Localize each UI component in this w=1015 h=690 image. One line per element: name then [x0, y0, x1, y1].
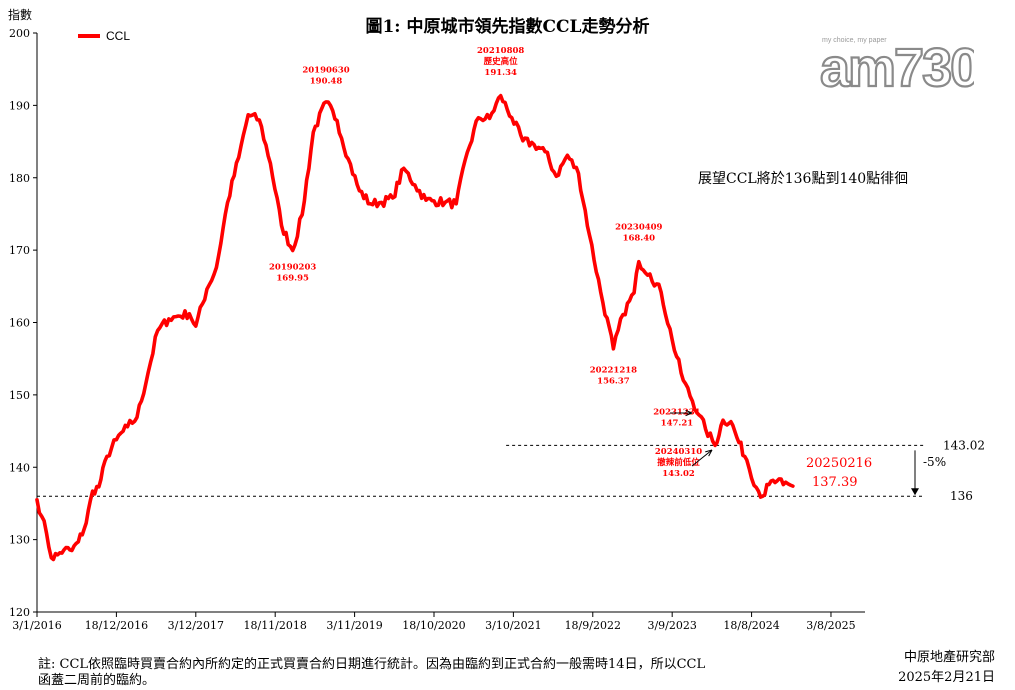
x-tick-label: 18/11/2018 — [243, 619, 306, 632]
annotation-2-line-0: 20190203 — [269, 263, 316, 273]
x-tick-label: 3/1/2016 — [12, 619, 61, 632]
y-tick-label: 150 — [9, 389, 30, 402]
outlook-text: 展望CCL將於136點到140點徘徊 — [698, 171, 909, 187]
annotation-5-line-1: 147.21 — [661, 418, 694, 428]
x-tick-label: 18/12/2016 — [85, 619, 148, 632]
latest-date-label: 20250216 — [806, 456, 872, 471]
logo-tagline: my choice, my paper — [822, 37, 887, 44]
y-tick-label: 120 — [9, 606, 30, 619]
y-tick-label: 200 — [9, 27, 30, 40]
x-tick-label: 18/9/2022 — [565, 619, 621, 632]
x-tick-label: 3/12/2017 — [168, 619, 224, 632]
annotation-1-line-1: 歷史高位 — [484, 56, 519, 67]
annotation-0-line-1: 190.48 — [310, 77, 343, 87]
change-arrow-head — [911, 488, 919, 496]
x-tick-label: 3/10/2021 — [485, 619, 541, 632]
legend-label-ccl: CCL — [106, 29, 131, 43]
annotation-3-line-0: 20230409 — [615, 223, 662, 233]
y-axis-title: 指數 — [8, 8, 33, 22]
latest-value-label: 137.39 — [812, 475, 858, 490]
annotation-1-line-2: 191.34 — [484, 68, 517, 78]
change-label: -5% — [923, 455, 946, 469]
chart-title: 圖1: 中原城市領先指數CCL走勢分析 — [365, 17, 650, 37]
annotation-4-line-1: 156.37 — [597, 376, 630, 386]
logo-wordmark: am730 — [820, 38, 974, 94]
x-tick-label: 18/10/2020 — [402, 619, 465, 632]
x-tick-label: 3/9/2023 — [647, 619, 696, 632]
annotation-arrow-20240310-head — [705, 449, 713, 457]
y-tick-label: 180 — [9, 172, 30, 185]
x-tick-label: 3/8/2025 — [806, 619, 855, 632]
am730-logo-icon: my choice, my paper am730 — [819, 37, 974, 94]
annotation-6-line-1: 撤辣前低位 — [657, 457, 700, 468]
annotation-6-line-2: 143.02 — [662, 469, 695, 479]
annotation-2-line-1: 169.95 — [276, 274, 309, 284]
annotation-6-line-0: 20240310 — [655, 447, 702, 457]
y-tick-label: 170 — [9, 244, 30, 257]
legend-swatch-ccl — [78, 34, 100, 38]
annotation-4-line-0: 20221218 — [590, 365, 637, 375]
y-tick-label: 190 — [9, 99, 30, 112]
reference-label-0: 143.02 — [943, 438, 985, 452]
annotation-arrow-20231231-head — [685, 409, 693, 417]
annotation-0-line-0: 20190630 — [302, 66, 349, 76]
y-tick-label: 130 — [9, 534, 30, 547]
footnote: 註: CCL依照臨時買賣合約內所約定的正式買賣合約日期進行統計。因為由臨約到正式… — [38, 657, 706, 688]
y-tick-label: 140 — [9, 461, 30, 474]
reference-label-1: 136 — [950, 489, 973, 503]
annotation-3-line-1: 168.40 — [623, 234, 656, 244]
annotation-5-line-0: 20231231 — [653, 407, 700, 417]
series-line-ccl — [35, 93, 795, 562]
legend: CCL — [78, 29, 130, 43]
y-tick-label: 160 — [9, 317, 30, 330]
source-date: 2025年2月21日 — [898, 670, 995, 685]
annotation-1-line-0: 20210808 — [477, 46, 524, 56]
source-department: 中原地產研究部 — [903, 650, 995, 665]
x-tick-label: 3/11/2019 — [326, 619, 382, 632]
annotation-arrow-20240310-shaft — [691, 449, 713, 467]
x-tick-label: 18/8/2024 — [723, 619, 779, 632]
